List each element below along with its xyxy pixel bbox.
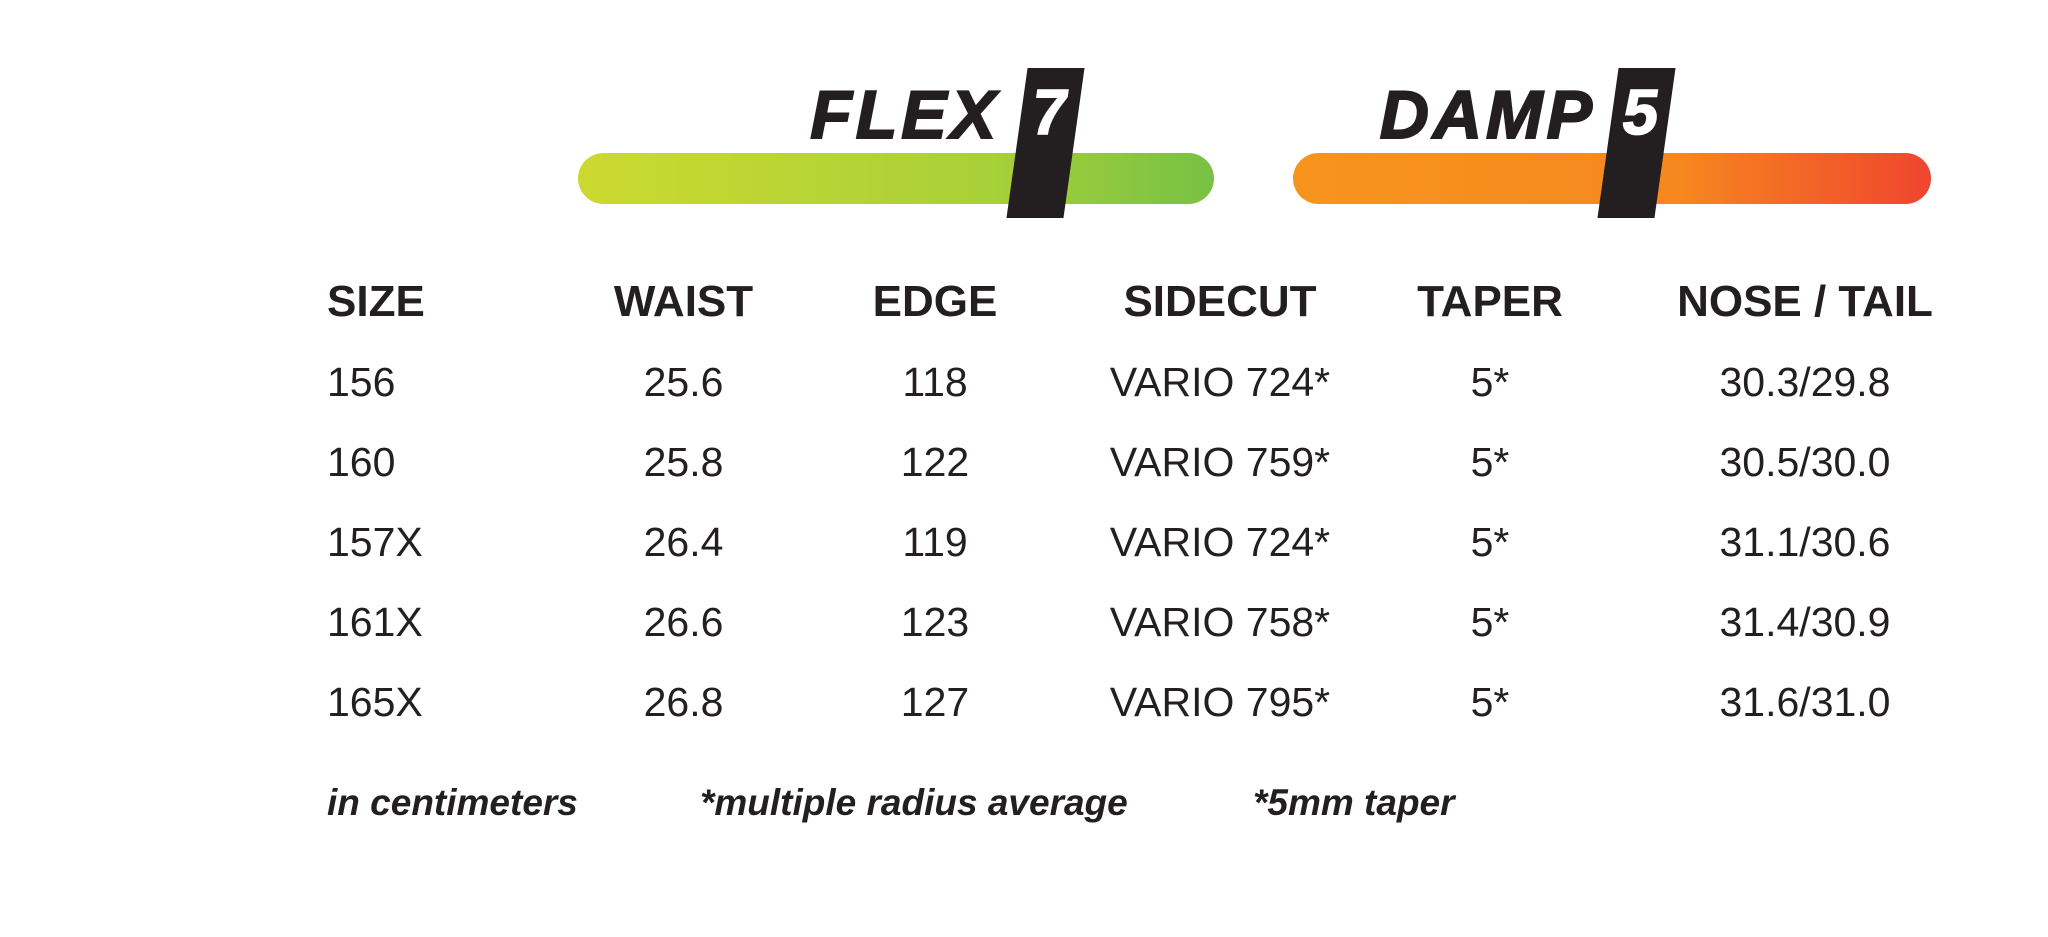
cell-sidecut: VARIO 758* xyxy=(1109,598,1331,645)
flex-gauge-label: FLEX xyxy=(809,77,1000,153)
cell-taper: 5* xyxy=(1470,518,1510,565)
column-header-sidecut: SIDECUT xyxy=(1123,277,1317,326)
cell-sidecut: VARIO 724* xyxy=(1109,518,1331,565)
cell-size: 165X xyxy=(327,678,423,725)
cell-size: 161X xyxy=(327,598,423,645)
damp-gauge-label: DAMP xyxy=(1379,77,1596,153)
cell-edge: 119 xyxy=(902,518,968,565)
cell-waist: 25.6 xyxy=(643,358,724,405)
flex-gauge-value: 7 xyxy=(1026,75,1073,149)
cell-nose-tail: 31.4/30.9 xyxy=(1719,598,1891,645)
cell-nose-tail: 31.6/31.0 xyxy=(1719,678,1891,725)
cell-sidecut: VARIO 795* xyxy=(1109,678,1331,725)
column-header-size: SIZE xyxy=(327,277,425,326)
cell-size: 157X xyxy=(327,518,423,565)
cell-sidecut: VARIO 759* xyxy=(1109,438,1331,485)
cell-taper: 5* xyxy=(1470,358,1510,405)
cell-waist: 26.8 xyxy=(643,678,724,725)
column-header-waist: WAIST xyxy=(613,277,754,326)
column-header-taper: TAPER xyxy=(1417,277,1563,326)
cell-edge: 122 xyxy=(900,438,970,485)
column-header-nose-tail: NOSE / TAIL xyxy=(1677,277,1933,326)
cell-waist: 26.4 xyxy=(643,518,724,565)
cell-edge: 123 xyxy=(900,598,970,645)
damp-gauge-value: 5 xyxy=(1617,75,1664,149)
cell-nose-tail: 30.5/30.0 xyxy=(1719,438,1891,485)
cell-taper: 5* xyxy=(1470,598,1510,645)
footnote-taper: *5mm taper xyxy=(1253,782,1455,823)
cell-edge: 118 xyxy=(902,358,968,405)
cell-edge: 127 xyxy=(900,678,970,725)
cell-size: 160 xyxy=(327,438,396,485)
flex-gauge-bar xyxy=(578,153,1214,204)
cell-nose-tail: 30.3/29.8 xyxy=(1719,358,1891,405)
cell-waist: 26.6 xyxy=(643,598,724,645)
footnote-radius-average: *multiple radius average xyxy=(700,782,1128,823)
cell-taper: 5* xyxy=(1470,678,1510,725)
footnote-units: in centimeters xyxy=(327,782,578,823)
cell-size: 156 xyxy=(327,358,396,405)
cell-nose-tail: 31.1/30.6 xyxy=(1719,518,1891,565)
cell-taper: 5* xyxy=(1470,438,1510,485)
spec-table: SIZE WAIST EDGE SIDECUT TAPER NOSE / TAI… xyxy=(327,262,2020,742)
cell-waist: 25.8 xyxy=(643,438,724,485)
cell-sidecut: VARIO 724* xyxy=(1109,358,1331,405)
column-header-edge: EDGE xyxy=(872,277,998,326)
